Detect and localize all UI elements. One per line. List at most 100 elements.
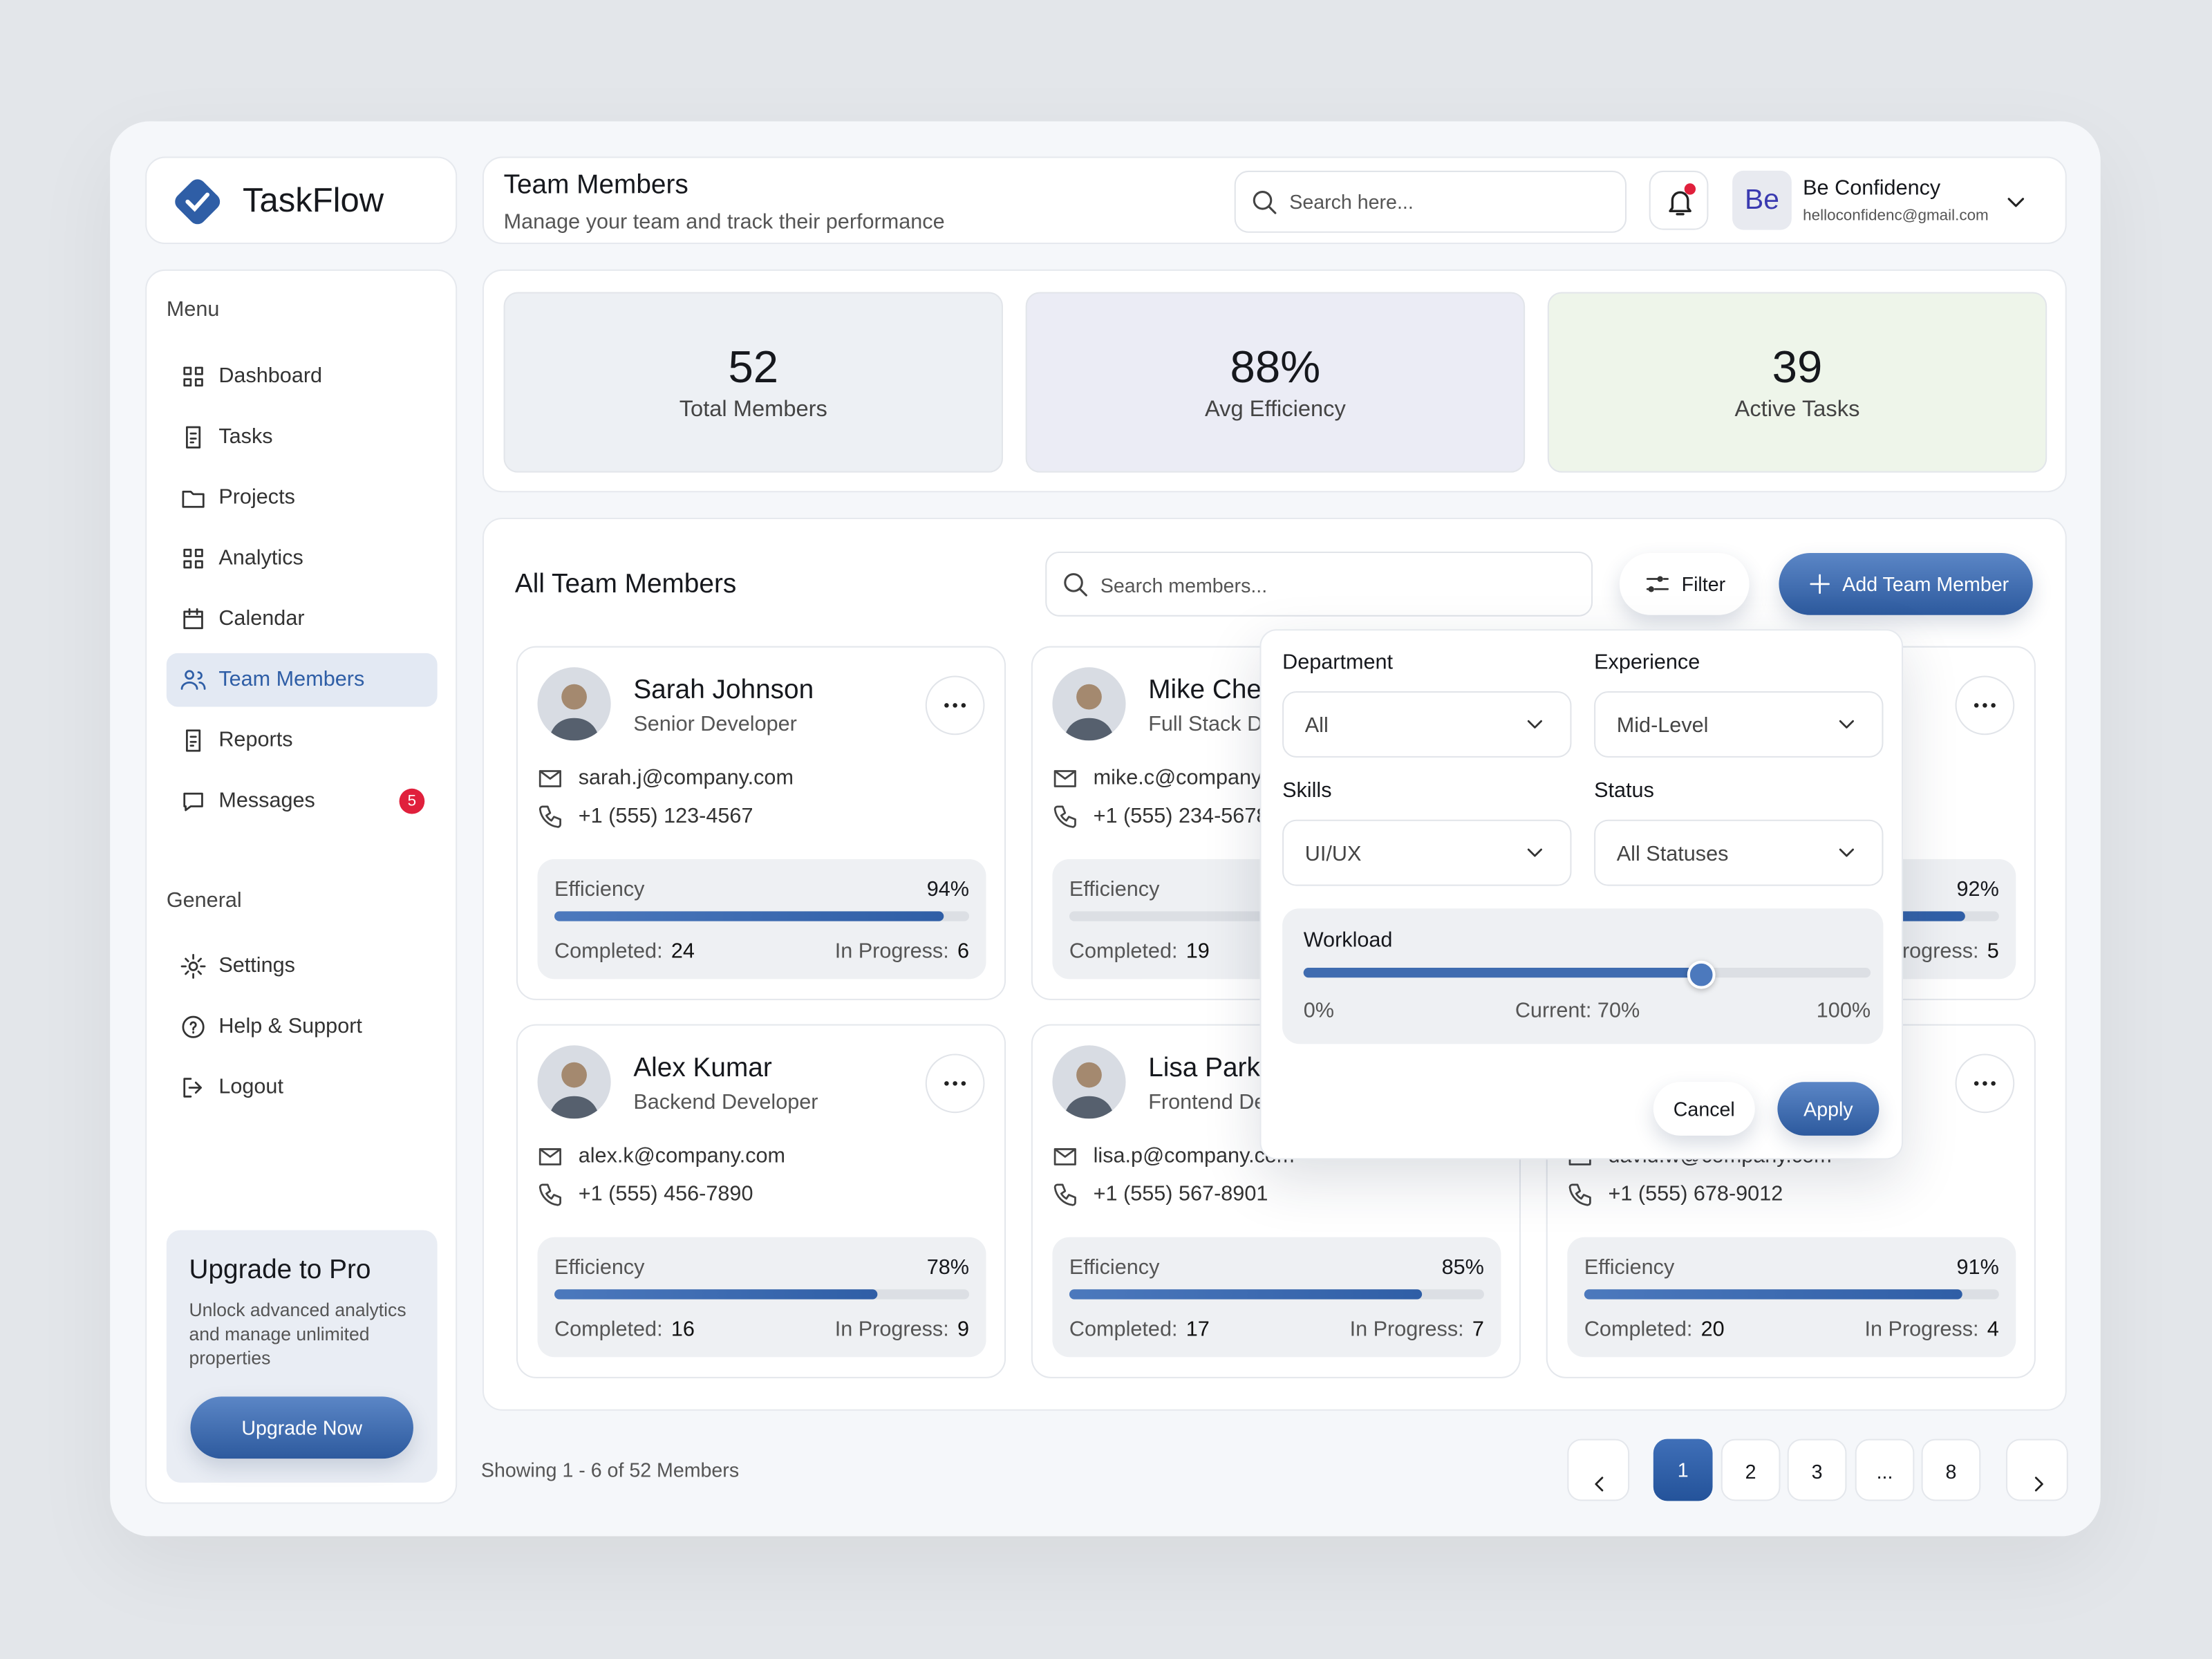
filter-select[interactable]: All Statuses xyxy=(1594,819,1884,886)
notification-button[interactable] xyxy=(1649,170,1709,230)
page-button[interactable]: ... xyxy=(1855,1438,1915,1501)
filter-label: Department xyxy=(1282,650,1394,675)
icon xyxy=(2034,1477,2043,1492)
avatar-body xyxy=(548,718,600,741)
plus-icon xyxy=(1810,574,1830,594)
menu-item[interactable]: Help & Support xyxy=(167,1000,438,1054)
general-title: General xyxy=(166,888,242,913)
menu-item[interactable]: Calendar xyxy=(167,592,438,646)
user-menu-chevron[interactable] xyxy=(2002,187,2030,216)
dot xyxy=(944,1081,949,1086)
menu-badge: 5 xyxy=(399,788,425,814)
workload-current: Current: 70% xyxy=(1515,999,1640,1023)
menu-item[interactable]: Logout xyxy=(167,1061,438,1115)
avatar-body xyxy=(1063,718,1115,741)
menu-item[interactable]: Messages 5 xyxy=(167,774,438,828)
completed: Completed: 24 xyxy=(554,939,695,964)
stat-card: 39 Active Tasks xyxy=(1547,292,2047,473)
icon-path xyxy=(1053,805,1076,828)
icon xyxy=(1568,1183,1591,1206)
icon-path xyxy=(186,426,201,449)
avatar-body xyxy=(548,1096,600,1119)
member-phone: +1 (555) 678-9012 xyxy=(1608,1182,1783,1206)
search-icon xyxy=(1253,191,1277,214)
icon-wrap xyxy=(1052,1182,1078,1215)
dot xyxy=(1991,1081,1996,1086)
dots xyxy=(1974,1081,1996,1086)
stat-label: Avg Efficiency xyxy=(1204,397,1346,422)
more-button[interactable] xyxy=(925,1053,985,1114)
menu-item[interactable]: Team Members xyxy=(166,653,438,707)
icon-wrap xyxy=(180,364,206,397)
avatar xyxy=(537,667,611,741)
stat-card: 88% Avg Efficiency xyxy=(1025,292,1526,473)
more-button[interactable] xyxy=(1955,1053,2015,1114)
menu-item[interactable]: Projects xyxy=(167,471,438,525)
search-box[interactable]: Search here... xyxy=(1234,170,1627,233)
user-email: helloconfidenc@gmail.com xyxy=(1803,207,1989,225)
filter-select[interactable]: Mid-Level xyxy=(1594,691,1884,758)
in-progress-label: In Progress: xyxy=(1864,1318,1979,1342)
page-button[interactable] xyxy=(1567,1438,1630,1501)
page-button[interactable]: 8 xyxy=(1921,1438,1981,1501)
workload-knob[interactable] xyxy=(1687,960,1716,989)
member-email: alex.k@company.com xyxy=(578,1144,786,1168)
more-button[interactable] xyxy=(1955,675,2015,735)
stat-value: 39 xyxy=(1772,341,1823,393)
filter-select[interactable]: All xyxy=(1282,691,1572,758)
completed-label: Completed: xyxy=(1069,1318,1178,1342)
page-button[interactable]: 2 xyxy=(1721,1438,1781,1501)
icon-path xyxy=(182,1015,205,1038)
menu-label: Calendar xyxy=(218,606,305,631)
icon-wrap xyxy=(1522,711,1548,744)
icon-path xyxy=(1053,1183,1076,1206)
efficiency-track xyxy=(554,911,970,921)
icon xyxy=(1053,1148,1076,1165)
more-button[interactable] xyxy=(925,675,985,735)
user-avatar: Be xyxy=(1732,170,1792,230)
completed-label: Completed: xyxy=(554,1318,663,1342)
upgrade-button[interactable]: Upgrade Now xyxy=(190,1396,413,1459)
in-progress-label: In Progress: xyxy=(1349,1318,1464,1342)
menu-item[interactable]: Dashboard xyxy=(167,350,438,404)
page-button[interactable]: 1 xyxy=(1653,1438,1713,1501)
dots xyxy=(944,1081,966,1086)
avatar-figure xyxy=(548,684,600,741)
search-placeholder: Search members... xyxy=(1100,574,1268,597)
menu-item[interactable]: Settings xyxy=(167,939,438,993)
icon-wrap xyxy=(180,424,206,457)
menu-item[interactable]: Analytics xyxy=(167,532,438,585)
add-member-button[interactable]: Add Team Member xyxy=(1779,552,2033,615)
icon-wrap xyxy=(180,667,206,700)
filter-select[interactable]: UI/UX xyxy=(1282,819,1572,886)
icon-path xyxy=(180,954,206,979)
icon-wrap xyxy=(1052,1144,1078,1177)
icon-wrap xyxy=(180,954,206,986)
page-button[interactable]: 3 xyxy=(1787,1438,1847,1501)
icon-wrap xyxy=(1567,1182,1593,1215)
workload-max: 100% xyxy=(1816,998,1871,1023)
icon xyxy=(183,608,203,630)
member-search[interactable]: Search members... xyxy=(1045,551,1593,617)
icon-wrap xyxy=(2026,1459,2052,1521)
efficiency-track xyxy=(554,1289,970,1300)
menu-item[interactable]: Tasks xyxy=(167,411,438,465)
member-stats: Efficiency 91% Completed: 20 In Progress: 4 xyxy=(1567,1237,2016,1358)
icon xyxy=(538,805,561,828)
cancel-button[interactable]: Cancel xyxy=(1653,1082,1755,1136)
in-progress-label: In Progress: xyxy=(834,939,949,964)
filter-value: All Statuses xyxy=(1616,842,1729,867)
dot xyxy=(961,1081,966,1086)
filter-value: UI/UX xyxy=(1304,842,1362,867)
notification-dot xyxy=(1684,183,1696,195)
page-button[interactable] xyxy=(2006,1438,2068,1501)
menu-item[interactable]: Reports xyxy=(167,714,438,768)
efficiency-track xyxy=(1584,1289,1999,1300)
filter-button[interactable]: Filter xyxy=(1619,552,1750,615)
in-progress: In Progress: 6 xyxy=(835,939,969,964)
pagination-summary: Showing 1 - 6 of 52 Members xyxy=(480,1459,740,1481)
avatar-head xyxy=(1076,684,1102,710)
apply-button[interactable]: Apply xyxy=(1777,1082,1880,1136)
icon xyxy=(183,366,203,387)
dot xyxy=(944,703,949,708)
